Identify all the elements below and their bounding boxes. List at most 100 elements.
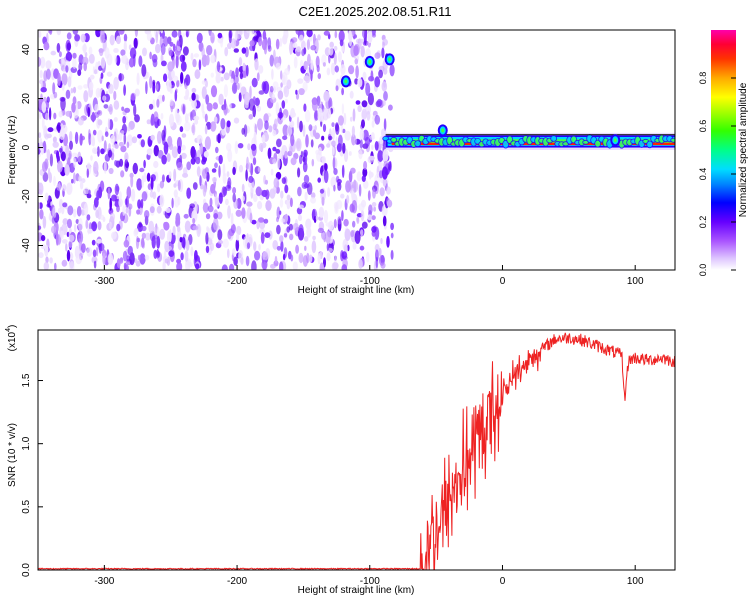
noise-cell [114, 54, 118, 64]
noise-cell [261, 39, 267, 51]
noise-cell [355, 100, 361, 105]
noise-cell [297, 186, 302, 197]
noise-cell [269, 85, 274, 93]
noise-cell [202, 168, 208, 179]
noise-cell [284, 184, 289, 194]
noise-cell [172, 43, 176, 52]
noise-cell [268, 125, 273, 133]
noise-cell [104, 47, 110, 59]
noise-cell [367, 190, 371, 201]
noise-cell [156, 183, 161, 193]
noise-cell [245, 255, 250, 267]
noise-cell [198, 59, 202, 71]
noise-cell [204, 113, 208, 123]
signal-cell [646, 140, 654, 149]
noise-cell [269, 188, 276, 199]
noise-cell [335, 85, 339, 92]
noise-cell [317, 227, 324, 234]
noise-cell [180, 61, 187, 72]
noise-cell [216, 61, 221, 72]
noise-cell [279, 261, 284, 270]
noise-cell [374, 52, 381, 59]
noise-cell [276, 206, 281, 220]
noise-cell [67, 76, 72, 88]
noise-cell [373, 206, 376, 212]
noise-cell [144, 210, 150, 219]
noise-cell [239, 72, 244, 80]
noise-cell [272, 81, 279, 90]
noise-cell [271, 93, 275, 100]
noise-cell [49, 30, 53, 35]
noise-cell [275, 148, 281, 154]
noise-cell [356, 171, 362, 182]
noise-cell [304, 245, 307, 251]
noise-cell [337, 181, 342, 191]
noise-cell [155, 43, 161, 54]
noise-cell [153, 249, 158, 259]
noise-cell [261, 134, 266, 144]
noise-cell [223, 84, 228, 98]
noise-cell [52, 136, 57, 143]
noise-cell [206, 102, 213, 112]
noise-cell [237, 143, 244, 149]
noise-cell [61, 239, 68, 244]
noise-cell [302, 161, 308, 173]
noise-cell [148, 220, 155, 234]
noise-cell [153, 145, 159, 157]
noise-cell [111, 194, 117, 202]
noise-cell [386, 199, 393, 208]
noise-cell [78, 54, 84, 65]
x-tick-label: 0 [500, 576, 506, 587]
noise-cell [317, 108, 323, 122]
noise-cell [67, 218, 72, 229]
noise-cell [258, 244, 261, 251]
noise-cell [157, 251, 161, 258]
noise-cell [361, 175, 366, 183]
noise-cell [215, 146, 219, 154]
noise-cell [241, 207, 246, 220]
noise-cell [328, 46, 334, 56]
noise-cell [314, 110, 318, 120]
noise-cell [138, 55, 143, 67]
noise-cell [190, 52, 194, 61]
noise-cell [324, 163, 328, 171]
noise-cell [169, 41, 174, 47]
noise-cell [174, 195, 180, 208]
snr-y-multiplier: (x104) [5, 325, 18, 352]
noise-cell [80, 33, 86, 43]
noise-cell [146, 119, 151, 125]
noise-cell [217, 32, 223, 39]
noise-cell [149, 203, 155, 216]
noise-cell [42, 216, 47, 229]
noise-cell [353, 45, 359, 57]
noise-cell [297, 78, 304, 84]
noise-cell [371, 144, 374, 150]
noise-cell [360, 229, 364, 237]
noise-cell [272, 240, 279, 250]
noise-cell [55, 232, 59, 246]
noise-cell [216, 211, 223, 220]
noise-cell [120, 170, 125, 178]
noise-cell [201, 54, 208, 67]
noise-cell [102, 252, 106, 266]
x-tick-label: -300 [94, 576, 114, 587]
noise-cell [390, 249, 394, 260]
noise-cell [302, 255, 308, 267]
noise-cell [358, 203, 365, 212]
noise-cell [227, 205, 231, 219]
noise-cell [249, 180, 255, 194]
noise-cell [83, 203, 89, 216]
noise-cell [160, 43, 166, 55]
noise-cell [345, 180, 351, 193]
noise-cell [322, 107, 329, 121]
noise-cell [118, 191, 122, 201]
noise-cell [145, 81, 148, 95]
noise-cell [298, 252, 304, 264]
noise-cell [248, 114, 254, 120]
noise-cell [114, 143, 119, 149]
noise-cell [167, 61, 174, 72]
noise-cell [76, 206, 82, 217]
noise-cell [150, 134, 155, 141]
noise-cell [74, 131, 79, 145]
noise-cell [212, 177, 217, 183]
